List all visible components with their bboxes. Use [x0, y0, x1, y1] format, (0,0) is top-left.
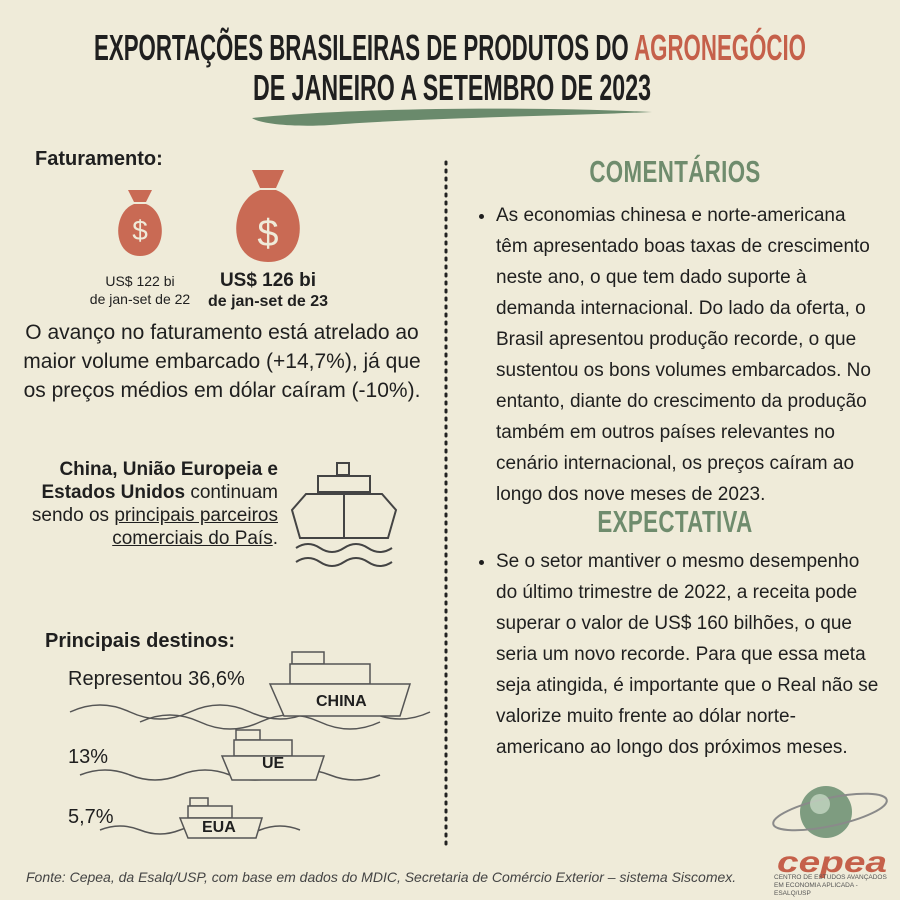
partners-text: China, União Europeia e Estados Unidos c…	[30, 458, 278, 550]
partners-end: .	[272, 528, 278, 549]
amount: US$ 126 bi	[219, 270, 317, 291]
revenue-text: O avanço no faturamento está atrelado ao…	[23, 321, 421, 402]
partners-continuation: continuam sendo os	[31, 482, 278, 526]
period: de jan-set de 23	[207, 293, 329, 310]
destination-name: CHINA	[316, 693, 367, 710]
current-revenue: US$ 126 bi de jan-set de 23	[190, 270, 346, 312]
destination-name: UE	[262, 755, 285, 772]
money-bag-small: $	[118, 190, 162, 256]
period: de jan-set de 22	[89, 291, 191, 307]
svg-text:$: $	[132, 215, 148, 246]
outlook-heading: EXPECTATIVA	[597, 504, 753, 539]
previous-revenue: US$ 122 bi de jan-set de 22	[80, 272, 200, 308]
revenue-heading: Faturamento:	[35, 148, 163, 170]
destinations-heading: Principais destinos:	[45, 630, 236, 652]
ship-eua	[99, 797, 301, 839]
ship-icon	[290, 462, 398, 567]
logo-globe	[772, 786, 888, 838]
comments: As economias chinesa e norte-americana t…	[470, 200, 880, 510]
share: 13%	[68, 746, 109, 768]
partners-underlined: principais parceiros comerciais do País	[112, 505, 278, 549]
title-line-1: EXPORTAÇÕES BRASILEIRAS DE PRODUTOS DO A…	[94, 26, 806, 68]
partners-bold: China, União Europeia e Estados Unidos	[41, 459, 278, 503]
logo-text: cepea	[777, 846, 887, 879]
ship-ue	[79, 729, 381, 781]
outlook: Se o setor mantiver o mesmo desempenho d…	[470, 546, 880, 763]
money-bag-large: $	[236, 170, 300, 262]
source: Fonte: Cepea, da Esalq/USP, com base em …	[26, 869, 737, 885]
amount: US$ 122 bi	[105, 273, 175, 289]
destination-name: EUA	[202, 819, 236, 836]
svg-text:$: $	[257, 213, 278, 255]
share: 5,7%	[68, 806, 114, 828]
comments-heading: COMENTÁRIOS	[589, 154, 761, 189]
title-part: EXPORTAÇÕES BRASILEIRAS DE PRODUTOS DO	[94, 26, 634, 68]
brush-stroke	[252, 108, 652, 126]
ship-china	[69, 651, 431, 730]
share: Representou 36,6%	[68, 668, 245, 690]
title-highlight: AGRONEGÓCIO	[634, 26, 806, 68]
logo-caption: CENTRO DE ESTUDOS AVANÇADOS EM ECONOMIA …	[774, 874, 887, 897]
outlook-text: Se o setor mantiver o mesmo desempenho d…	[496, 546, 880, 763]
comments-text: As economias chinesa e norte-americana t…	[496, 200, 880, 510]
title-line-2: DE JANEIRO A SETEMBRO DE 2023	[253, 67, 651, 108]
